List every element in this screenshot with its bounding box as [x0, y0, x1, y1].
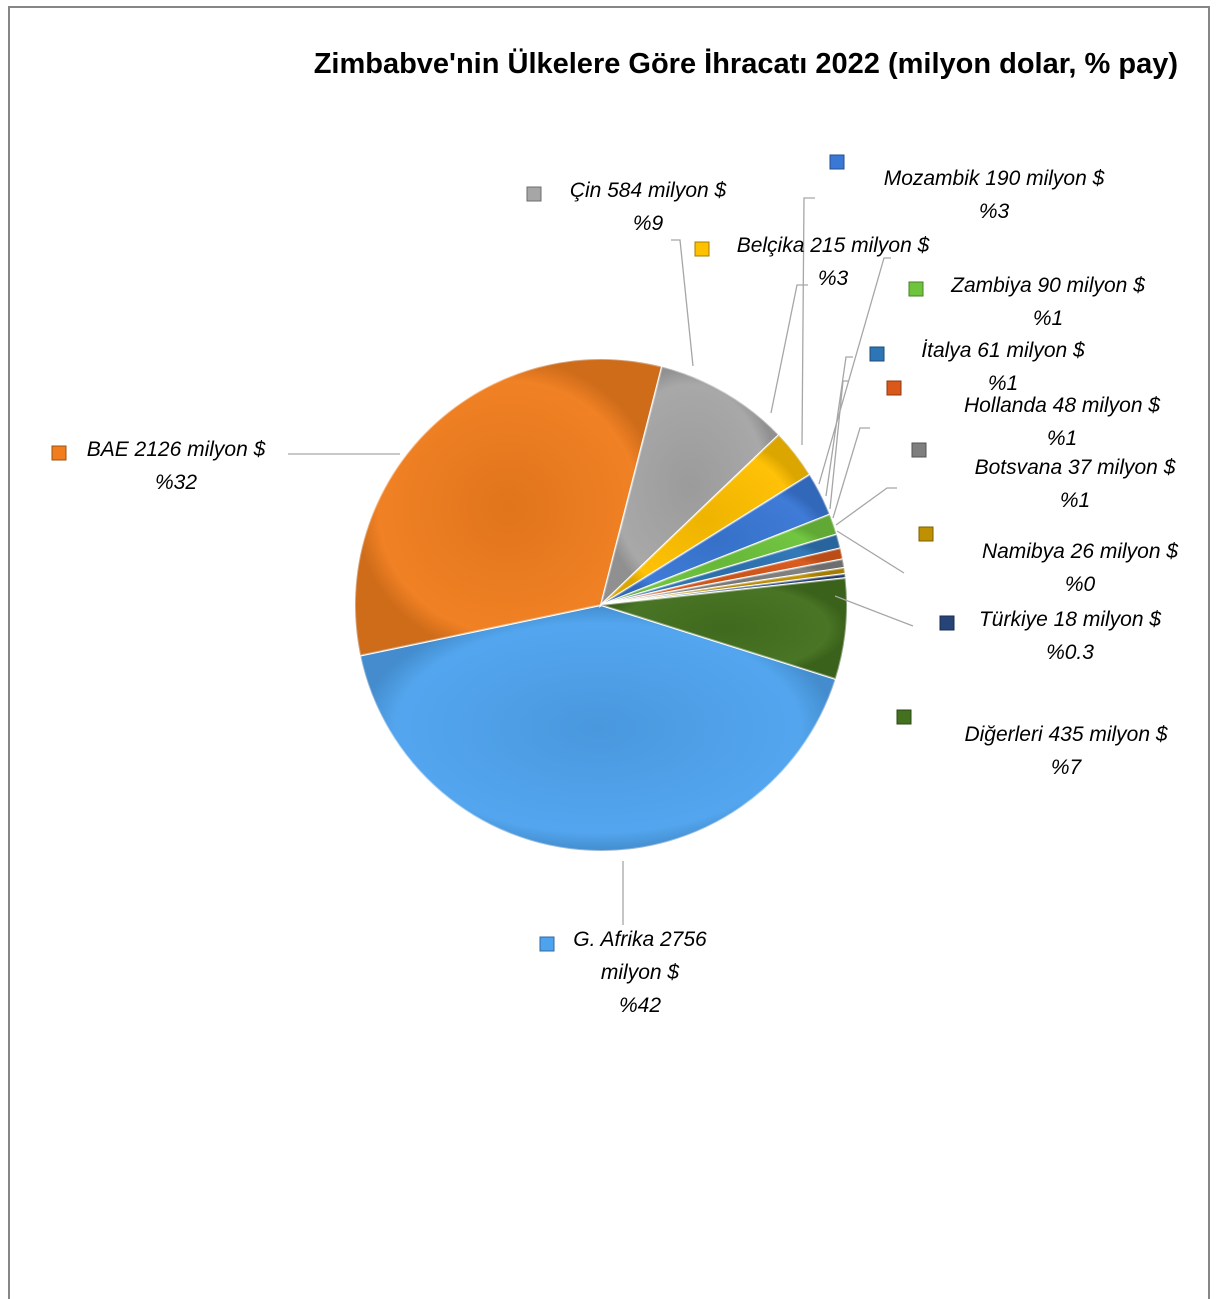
data-label-line: %9	[633, 212, 664, 235]
legend-key-turkiye	[939, 615, 955, 631]
chart-title: Zimbabve'nin Ülkelere Göre İhracatı 2022…	[313, 48, 1178, 80]
legend-key-hollanda	[886, 380, 902, 396]
legend-key-botsvana	[911, 442, 927, 458]
data-label-line: Namibya 26 milyon $	[982, 540, 1178, 563]
data-label-line: %0	[1065, 573, 1096, 596]
legend-key-digerleri	[896, 709, 912, 725]
leader-line-digerleri	[834, 595, 914, 627]
legend-key-namibya	[918, 526, 934, 542]
slice-shading-italya	[601, 534, 841, 605]
leader-line-turkiye	[836, 530, 905, 574]
data-label-line: %1	[1033, 307, 1063, 330]
data-label-line: G. Afrika 2756	[573, 928, 707, 951]
leader-line-mozambik	[801, 197, 815, 446]
legend-key-italya	[869, 346, 885, 362]
data-label-line: %3	[979, 200, 1010, 223]
data-label-line: Çin 584 milyon $	[570, 179, 727, 202]
data-labels: G. Afrika 2756 milyon $ %42 BAE 2126 milyon…	[51, 154, 1178, 1017]
data-label-line: %7	[1051, 756, 1083, 779]
data-label-line: Zambiya 90 milyon $	[950, 274, 1145, 297]
data-label-mozambik: Mozambik 190 milyon $ %3	[884, 167, 1105, 223]
data-label-namibya: Namibya 26 milyon $ %0	[982, 540, 1178, 596]
legend-key-bae	[51, 445, 67, 461]
slice-shading-cin	[601, 366, 779, 605]
slice-shading-bae	[355, 358, 662, 656]
slice-shading-botsvana	[601, 559, 845, 605]
legend-key-zambiya	[908, 281, 924, 297]
data-label-line: BAE 2126 milyon $	[87, 438, 266, 461]
data-label-line: %42	[619, 994, 661, 1017]
data-label-line: Türkiye 18 milyon $	[979, 608, 1161, 631]
data-label-line: Botsvana 37 milyon $	[975, 456, 1176, 479]
legend-key-belcika	[694, 241, 710, 257]
data-label-belcika: Belçika 215 milyon $ %3	[737, 234, 930, 290]
data-label-line: %1	[1060, 489, 1090, 512]
legend-key-mozambik	[829, 154, 845, 170]
data-label-line: Hollanda 48 milyon $	[964, 394, 1160, 417]
data-label-cin: Çin 584 milyon $ %9	[570, 179, 727, 235]
data-label-botsvana: Botsvana 37 milyon $ %1	[975, 456, 1176, 512]
slice-shading-turkiye	[601, 573, 846, 605]
data-label-line: %3	[818, 267, 849, 290]
data-label-line: milyon $	[601, 961, 680, 984]
slice-shading-namibya	[601, 567, 846, 605]
data-label-line: %0.3	[1046, 641, 1094, 664]
slice-shading-belcika	[601, 434, 810, 605]
data-label-line: %32	[155, 471, 197, 494]
data-label-line: Mozambik 190 milyon $	[884, 167, 1105, 190]
data-label-bae: BAE 2126 milyon $ %32	[87, 438, 266, 494]
slice-shading-g-afrika	[360, 605, 836, 851]
data-label-line: %1	[988, 372, 1018, 395]
leader-line-belcika	[770, 284, 808, 414]
leader-line-namibya	[835, 487, 897, 526]
leader-line-zambiya	[818, 257, 891, 485]
slice-shading-digerleri	[601, 578, 847, 679]
leader-line-hollanda	[829, 380, 848, 510]
data-label-italya: İtalya 61 milyon $ %1	[921, 339, 1085, 395]
data-label-hollanda: Hollanda 48 milyon $ %1	[964, 394, 1160, 450]
leader-line-botsvana	[832, 427, 870, 519]
data-label-line: Diğerleri 435 milyon $	[964, 723, 1167, 746]
data-label-line: Belçika 215 milyon $	[737, 234, 930, 257]
data-label-turkiye: Türkiye 18 milyon $ %0.3	[979, 608, 1161, 664]
data-label-line: %1	[1047, 427, 1077, 450]
slices-layer	[354, 358, 848, 852]
data-label-line: İtalya 61 milyon $	[921, 339, 1085, 362]
slice-shading-hollanda	[601, 548, 843, 605]
legend-key-g-afrika	[539, 936, 555, 952]
slice-shading-mozambik	[601, 474, 830, 605]
leader-line-italya	[825, 356, 853, 497]
data-label-g-afrika: G. Afrika 2756 milyon $ %42	[573, 928, 707, 1017]
data-label-digerleri: Diğerleri 435 milyon $ %7	[964, 723, 1167, 779]
leader-line-cin	[671, 239, 694, 367]
legend-key-cin	[526, 186, 542, 202]
slice-shading-zambiya	[601, 514, 837, 605]
leader-lines	[288, 197, 914, 925]
data-label-zambiya: Zambiya 90 milyon $ %1	[950, 274, 1145, 330]
